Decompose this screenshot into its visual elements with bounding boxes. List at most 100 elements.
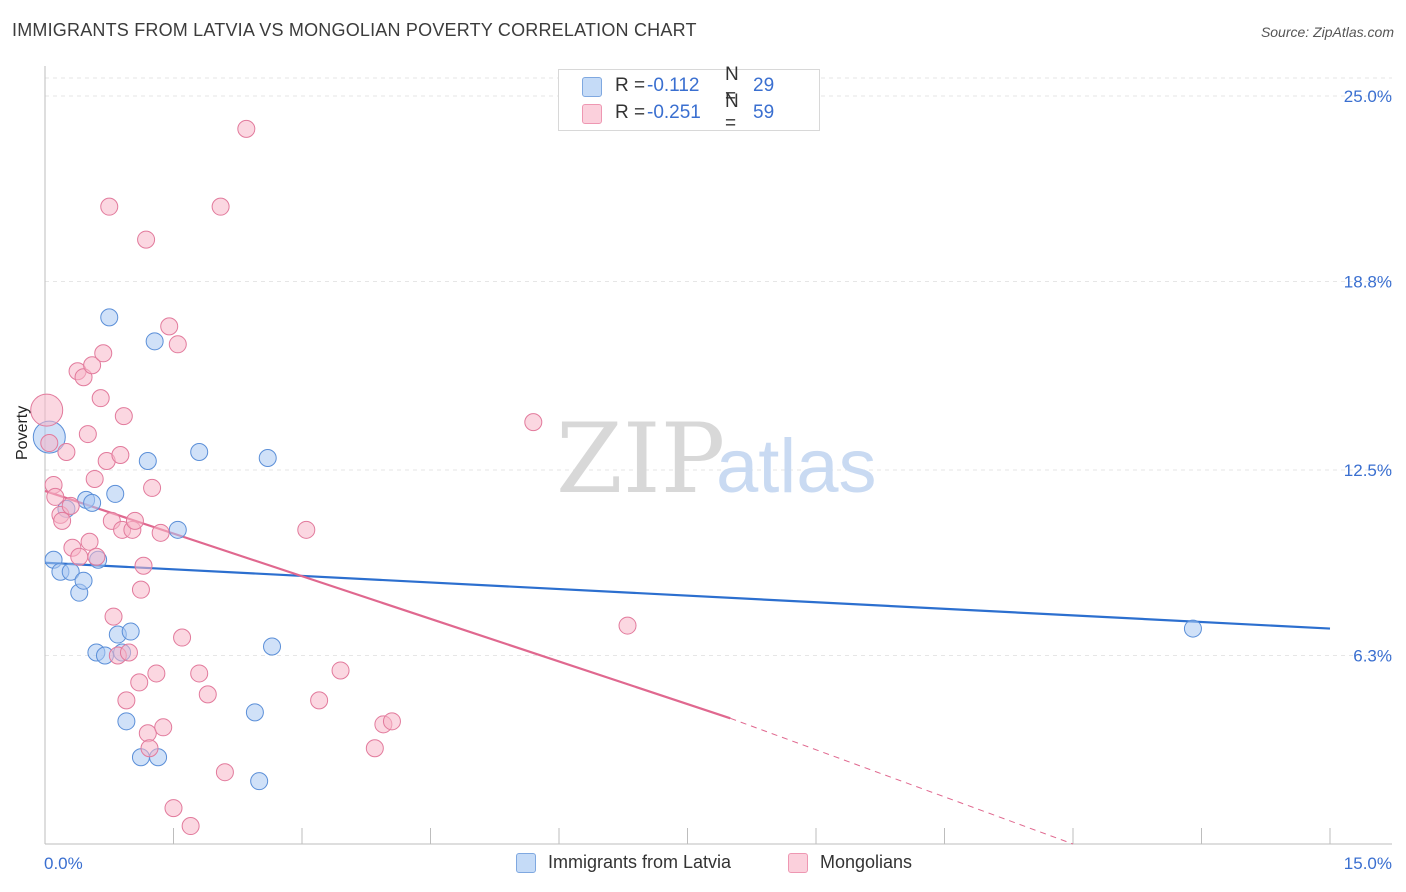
point-mongolians <box>111 446 130 465</box>
axes <box>44 66 1392 845</box>
point-mongolians <box>80 532 99 551</box>
point-mongolians <box>618 616 637 635</box>
point-mongolians <box>130 673 149 692</box>
point-latvia <box>100 308 119 327</box>
point-latvia <box>74 571 93 590</box>
y-tick-label: 25.0% <box>1344 87 1392 106</box>
watermark-zip: ZIP <box>556 403 725 515</box>
point-mongolians <box>125 511 144 530</box>
point-mongolians <box>297 520 316 539</box>
point-latvia <box>190 443 209 462</box>
point-latvia <box>168 520 187 539</box>
point-mongolians <box>138 724 157 743</box>
legend-row-mongolians: R = -0.251 N = 59 <box>582 91 775 134</box>
n-label: N = <box>725 91 739 134</box>
legend-label-latvia: Immigrants from Latvia <box>548 852 732 872</box>
legend-item-latvia[interactable]: Immigrants from Latvia <box>516 852 731 873</box>
n-value: 29 <box>753 75 775 96</box>
point-latvia <box>245 703 264 722</box>
legend-swatch-latvia <box>516 852 536 873</box>
point-mongolians <box>117 691 136 710</box>
point-mongolians <box>78 425 97 444</box>
point-mongolians <box>104 607 123 626</box>
point-mongolians <box>181 817 200 836</box>
legend-swatch-latvia <box>582 77 602 97</box>
point-mongolians <box>46 487 65 506</box>
point-mongolians <box>61 496 80 515</box>
watermark-atlas: atlas <box>716 424 877 509</box>
point-mongolians <box>160 317 179 336</box>
r-label: R = <box>615 102 646 123</box>
data-points <box>30 119 1202 836</box>
point-mongolians <box>143 478 162 497</box>
point-mongolians <box>310 691 329 710</box>
point-latvia <box>106 484 125 503</box>
y-axis-label: Poverty <box>14 405 31 460</box>
point-mongolians <box>91 389 110 408</box>
point-latvia <box>1183 619 1202 638</box>
point-latvia <box>138 452 157 470</box>
point-mongolians <box>53 511 72 530</box>
point-mongolians <box>190 664 209 683</box>
point-mongolians <box>331 661 350 680</box>
point-latvia <box>117 712 136 731</box>
point-mongolians <box>147 664 166 683</box>
point-mongolians <box>100 197 119 216</box>
point-latvia <box>83 493 102 512</box>
point-latvia <box>61 562 80 581</box>
point-mongolians <box>154 718 173 737</box>
trend-line-mongolians-extrapolated <box>730 717 1074 845</box>
point-mongolians <box>119 643 138 662</box>
point-mongolians <box>164 799 183 818</box>
point-mongolians <box>215 763 234 782</box>
gridlines <box>45 77 1392 656</box>
n-value: 59 <box>753 102 775 123</box>
legend-row-latvia: R = -0.112 N = 29 <box>582 64 775 107</box>
watermark: ZIP atlas <box>556 403 877 515</box>
trend-lines <box>44 489 1331 845</box>
chart-title: IMMIGRANTS FROM LATVIA VS MONGOLIAN POVE… <box>12 20 697 40</box>
point-latvia <box>145 332 164 351</box>
legend-label-mongolians: Mongolians <box>820 852 913 872</box>
point-mongolians <box>151 523 170 542</box>
legend-swatch-mongolians <box>788 852 808 873</box>
point-mongolians <box>173 628 192 647</box>
point-mongolians <box>365 739 384 758</box>
point-mongolians <box>83 356 102 375</box>
point-mongolians <box>131 580 150 599</box>
point-mongolians <box>140 739 159 758</box>
y-tick-label: 6.3% <box>1353 646 1392 665</box>
legend-item-mongolians[interactable]: Mongolians <box>788 852 912 873</box>
point-mongolians <box>85 469 104 488</box>
tick-labels: 6.3% 12.5% 18.8% 25.0% 0.0% 15.0% <box>44 87 1392 873</box>
point-mongolians <box>70 547 89 566</box>
x-tick-label: 0.0% <box>44 854 83 873</box>
point-mongolians <box>134 556 153 575</box>
point-mongolians <box>524 413 543 432</box>
point-mongolians <box>168 335 187 354</box>
y-tick-label: 18.8% <box>1344 272 1392 291</box>
point-mongolians <box>87 547 106 566</box>
point-mongolians <box>30 393 64 427</box>
x-tick-label: 15.0% <box>1344 854 1392 873</box>
y-tick-label: 12.5% <box>1344 461 1392 480</box>
point-latvia <box>263 637 282 656</box>
point-latvia <box>121 622 140 641</box>
point-mongolians <box>211 197 230 216</box>
point-mongolians <box>57 443 76 462</box>
n-label: N = <box>725 64 739 107</box>
r-value: -0.112 <box>647 75 700 96</box>
point-mongolians <box>382 712 401 731</box>
point-latvia <box>250 772 269 791</box>
point-mongolians <box>237 119 256 138</box>
point-mongolians <box>114 407 133 426</box>
point-mongolians <box>198 685 217 704</box>
point-mongolians <box>94 344 113 363</box>
point-mongolians <box>137 230 156 249</box>
correlation-legend: R = -0.112 N = 29 R = -0.251 N = 59 <box>558 64 820 134</box>
point-mongolians <box>40 434 59 453</box>
point-latvia <box>258 449 277 468</box>
legend-swatch-mongolians <box>582 104 602 124</box>
r-value: -0.251 <box>647 102 701 123</box>
